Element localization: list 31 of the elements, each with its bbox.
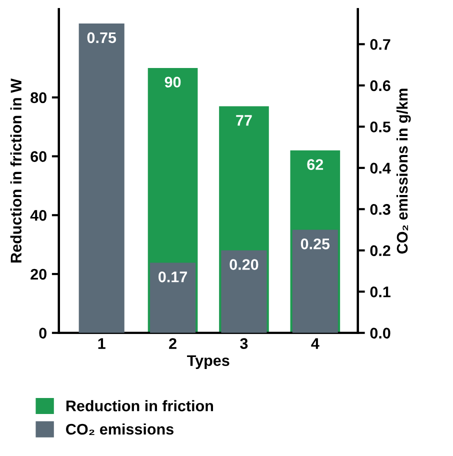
x-tick-label: 1: [98, 338, 106, 349]
x-tick-label: 3: [240, 338, 248, 349]
y-axis-title: Reduction in friction in W: [10, 78, 22, 262]
y2-axis-title: CO₂ emissions in g/km: [396, 88, 411, 254]
y2-tick-label: 0.5: [370, 122, 390, 132]
y2-tick-label: 0.2: [370, 245, 390, 256]
y2-tick-label: 0.7: [370, 39, 390, 50]
data-label: 62: [307, 159, 324, 170]
legend-label: CO₂ emissions: [66, 423, 174, 435]
data-label: 90: [164, 76, 181, 88]
y2-tick-label: 0.4: [370, 162, 391, 174]
data-label: 0.75: [87, 32, 116, 44]
legend-label: Reduction in friction: [66, 400, 214, 412]
x-tick-label: 2: [169, 338, 176, 349]
y2-tick-label: 0.0: [370, 328, 390, 339]
data-label: 0.17: [158, 272, 187, 282]
x-axis-title: Types: [187, 355, 230, 369]
bar: [150, 262, 196, 333]
data-label: 0.25: [300, 238, 330, 250]
y2-tick-label: 0.1: [370, 286, 390, 298]
y-tick-label: 0: [39, 328, 46, 339]
y-tick-label: 20: [30, 268, 46, 280]
bar: [78, 24, 124, 333]
data-label: 77: [236, 115, 252, 126]
y2-tick-label: 0.3: [370, 204, 390, 215]
data-label: 0.20: [230, 259, 258, 270]
y-tick-label: 40: [30, 210, 46, 221]
y-tick-label: 80: [30, 92, 46, 104]
x-tick-label: 4: [311, 338, 320, 349]
y2-tick-label: 0.6: [370, 80, 390, 92]
y-tick-label: 60: [30, 151, 46, 162]
